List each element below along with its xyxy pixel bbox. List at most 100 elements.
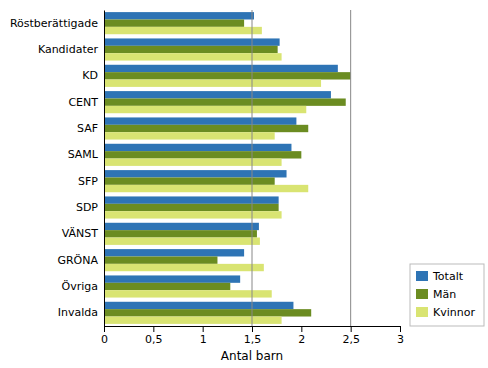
bar [104, 53, 282, 60]
bar [104, 302, 293, 309]
bar [104, 317, 282, 324]
bar [104, 91, 331, 98]
y-tick-label: SDP [76, 201, 98, 214]
y-tick-label: SAF [77, 122, 98, 135]
y-tick: Kandidater [38, 43, 104, 56]
x-tick-mark [203, 326, 204, 332]
x-tick-label: 2 [298, 333, 305, 346]
x-tick-mark [104, 326, 105, 332]
bar [104, 106, 306, 113]
x-tick-label: 1,5 [244, 333, 262, 346]
y-tick-label: CENT [68, 96, 98, 109]
legend-label: Totalt [432, 270, 464, 283]
bar [104, 170, 287, 177]
y-tick: GRÖNA [57, 254, 104, 267]
bar [104, 27, 262, 34]
y-tick-label: Invalda [58, 306, 98, 319]
y-tick: CENT [68, 96, 104, 109]
legend-item: Totalt [416, 270, 464, 283]
x-tick-label: 1 [200, 333, 207, 346]
x-axis-label: Antal barn [221, 349, 283, 363]
y-tick-label: SFP [78, 175, 98, 188]
y-tick: VÄNST [62, 227, 104, 240]
y-tick: SDP [76, 201, 104, 214]
y-axis: Röstberättigade Kandidater KD CENT SAF SAML SF… [10, 11, 105, 327]
reference-line [252, 10, 253, 326]
bar [104, 223, 259, 230]
x-tick: 2 [298, 326, 305, 346]
y-axis-line [104, 11, 105, 327]
legend-swatch [416, 289, 428, 299]
bar [104, 275, 240, 282]
y-tick-label: GRÖNA [57, 254, 98, 267]
y-tick: Invalda [58, 306, 104, 319]
legend-item: Kvinnor [416, 306, 475, 319]
bar [104, 211, 282, 218]
y-tick: KD [82, 69, 104, 82]
legend-swatch [416, 307, 428, 317]
y-tick: Röstberättigade [10, 17, 104, 30]
chart: 0 0,5 1 1,5 2 2,5 3 Röstberättigade Kandidater KD… [0, 0, 488, 368]
y-tick: SAF [77, 122, 104, 135]
bar [104, 144, 291, 151]
y-tick: SFP [78, 175, 104, 188]
legend-item: Män [416, 288, 456, 301]
x-tick: 1 [200, 326, 207, 346]
x-tick-mark [153, 326, 154, 332]
y-tick-label: Röstberättigade [10, 17, 98, 30]
bar [104, 185, 308, 192]
bar [104, 117, 296, 124]
x-tick-label: 0 [101, 333, 108, 346]
bar [104, 19, 244, 26]
bar [104, 80, 321, 87]
bars [104, 10, 351, 326]
legend-frame [410, 264, 484, 326]
bar [104, 238, 260, 245]
x-tick-mark [400, 326, 401, 332]
bar [104, 264, 264, 271]
x-tick: 3 [397, 326, 404, 346]
y-tick-label: Kandidater [38, 43, 99, 56]
x-tick: 0,5 [145, 326, 163, 346]
bar [104, 249, 244, 256]
bar [104, 65, 338, 72]
bar [104, 230, 257, 237]
x-axis: 0 0,5 1 1,5 2 2,5 3 [101, 326, 404, 346]
x-tick-label: 3 [397, 333, 404, 346]
reference-line [350, 10, 351, 326]
bar [104, 132, 275, 139]
bar [104, 38, 280, 45]
y-tick: Övriga [62, 280, 104, 293]
legend-label: Kvinnor [433, 306, 475, 319]
bar-series [104, 27, 321, 324]
legend-label: Män [433, 288, 456, 301]
x-tick: 2,5 [342, 326, 360, 346]
bar [104, 72, 351, 79]
bar [104, 177, 275, 184]
bar [104, 283, 230, 290]
bar [104, 151, 301, 158]
x-axis-line [105, 327, 401, 333]
x-tick-mark [351, 326, 352, 332]
bar [104, 98, 346, 105]
y-tick-label: VÄNST [62, 227, 99, 240]
y-tick-label: KD [82, 69, 98, 82]
bar [104, 309, 311, 316]
y-tick-label: Övriga [62, 280, 98, 293]
x-tick: 0 [101, 326, 108, 346]
bar [104, 12, 254, 19]
y-tick: SAML [68, 148, 104, 161]
x-tick: 1,5 [244, 326, 262, 346]
bar [104, 125, 308, 132]
bar-series [104, 12, 338, 309]
legend-swatch [416, 271, 428, 281]
bar [104, 159, 282, 166]
bar-series [104, 19, 351, 316]
x-tick-mark [252, 326, 253, 332]
x-tick-label: 0,5 [145, 333, 163, 346]
bar [104, 256, 217, 263]
y-tick-label: SAML [68, 148, 99, 161]
x-tick-label: 2,5 [342, 333, 360, 346]
plot: 0 0,5 1 1,5 2 2,5 3 Röstberättigade Kandidater KD… [10, 10, 484, 363]
reference-lines [252, 10, 351, 326]
